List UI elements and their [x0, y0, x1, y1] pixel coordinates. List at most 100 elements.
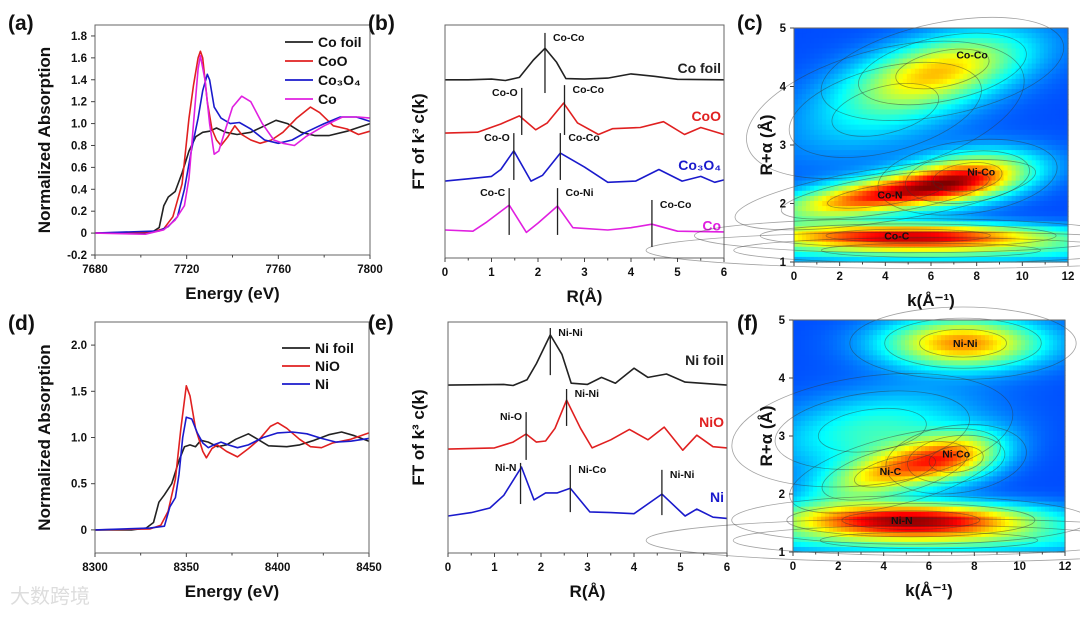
heatmap-cell — [963, 196, 968, 202]
heatmap-cell — [867, 160, 872, 166]
heatmap-cell — [1036, 211, 1041, 217]
heatmap-cell — [842, 135, 847, 141]
heatmap-cell — [925, 406, 930, 412]
heatmap-cell — [818, 252, 823, 258]
heatmap-cell — [897, 416, 902, 422]
heatmap-cell — [875, 53, 880, 59]
heatmap-cell — [907, 89, 912, 95]
heatmap-cell — [929, 486, 934, 492]
heatmap-cell — [854, 33, 859, 39]
heatmap-cell — [865, 542, 870, 548]
heatmap-cell — [849, 325, 854, 331]
heatmap-cell — [818, 74, 823, 80]
heatmap-cell — [1012, 196, 1017, 202]
heatmap-cell — [806, 130, 811, 136]
heatmap-cell — [813, 350, 818, 356]
heatmap-cell — [923, 150, 928, 156]
heatmap-cell — [1008, 69, 1013, 75]
heatmap-cell — [806, 104, 811, 110]
heatmap-cell — [850, 130, 855, 136]
heatmap-cell — [1040, 242, 1045, 248]
heatmap-cell — [1000, 74, 1005, 80]
heatmap-cell — [1040, 38, 1045, 44]
heatmap-cell — [1056, 242, 1061, 248]
heatmap-cell — [809, 426, 814, 432]
heatmap-cell — [925, 396, 930, 402]
heatmap-cell — [813, 375, 818, 381]
heatmap-cell — [826, 59, 831, 65]
heatmap-cell — [841, 401, 846, 407]
heatmap-cell — [821, 396, 826, 402]
heatmap-cell — [1044, 48, 1049, 54]
heatmap-cell — [801, 451, 806, 457]
heatmap-cell — [1008, 28, 1013, 34]
heatmap-cell — [837, 381, 842, 387]
heatmap-cell — [1016, 53, 1021, 59]
y-axis-label: Normalized Absorption — [35, 47, 54, 233]
heatmap-cell — [877, 527, 882, 533]
heatmap-cell — [1060, 155, 1065, 161]
heatmap-cell — [817, 517, 822, 523]
heatmap-cell — [1052, 221, 1057, 227]
heatmap-cell — [837, 370, 842, 376]
heatmap-cell — [877, 537, 882, 543]
heatmap-cell — [959, 125, 964, 131]
heatmap-cell — [837, 401, 842, 407]
heatmap-cell — [1008, 247, 1013, 253]
heatmap-cell — [810, 104, 815, 110]
heatmap-cell — [841, 421, 846, 427]
heatmap-cell — [809, 370, 814, 376]
heatmap-cell — [917, 360, 922, 366]
heatmap-cell — [897, 421, 902, 427]
heatmap-cell — [829, 345, 834, 351]
heatmap-cell — [899, 130, 904, 136]
heatmap-cell — [1060, 79, 1065, 85]
heatmap-cell — [871, 125, 876, 131]
heatmap-cell — [885, 441, 890, 447]
heatmap-cell — [798, 247, 803, 253]
heatmap-cell — [863, 160, 868, 166]
heatmap-cell — [833, 401, 838, 407]
heatmap-cell — [905, 365, 910, 371]
heatmap-cell — [829, 360, 834, 366]
heatmap-cell — [951, 130, 956, 136]
heatmap-cell — [1004, 145, 1009, 151]
heatmap-cell — [873, 335, 878, 341]
heatmap-cell — [798, 201, 803, 207]
heatmap-cell — [821, 507, 826, 513]
heatmap-cell — [967, 247, 972, 253]
heatmap-cell — [869, 532, 874, 538]
heatmap-cell — [853, 396, 858, 402]
heatmap-cell — [893, 396, 898, 402]
heatmap-cell — [826, 191, 831, 197]
heatmap-cell — [905, 340, 910, 346]
heatmap-cell — [939, 109, 944, 115]
heatmap-cell — [810, 79, 815, 85]
heatmap-cell — [801, 340, 806, 346]
heatmap-cell — [903, 74, 908, 80]
heatmap-cell — [1024, 211, 1029, 217]
heatmap-cell — [1000, 216, 1005, 222]
heatmap-cell — [834, 74, 839, 80]
heatmap-cell — [903, 150, 908, 156]
heatmap-cell — [817, 502, 822, 508]
heatmap-cell — [829, 461, 834, 467]
x-tick-label: 6 — [721, 267, 727, 279]
heatmap-cell — [805, 532, 810, 538]
heatmap-cell — [1052, 99, 1057, 105]
heatmap-cell — [869, 375, 874, 381]
x-tick-label: 0 — [445, 562, 451, 574]
heatmap-cell — [869, 335, 874, 341]
heatmap-cell — [879, 150, 884, 156]
heatmap-cell — [979, 216, 984, 222]
heatmap-cell — [963, 221, 968, 227]
heatmap-cell — [865, 416, 870, 422]
heatmap-cell — [813, 325, 818, 331]
peak-marker-label: Ni-Ni — [558, 327, 583, 339]
heatmap-cell — [837, 421, 842, 427]
heatmap-cell — [921, 507, 926, 513]
heatmap-cell — [923, 69, 928, 75]
heatmap-cell — [967, 33, 972, 39]
heatmap-cell — [1036, 201, 1041, 207]
heatmap-cell — [853, 431, 858, 437]
